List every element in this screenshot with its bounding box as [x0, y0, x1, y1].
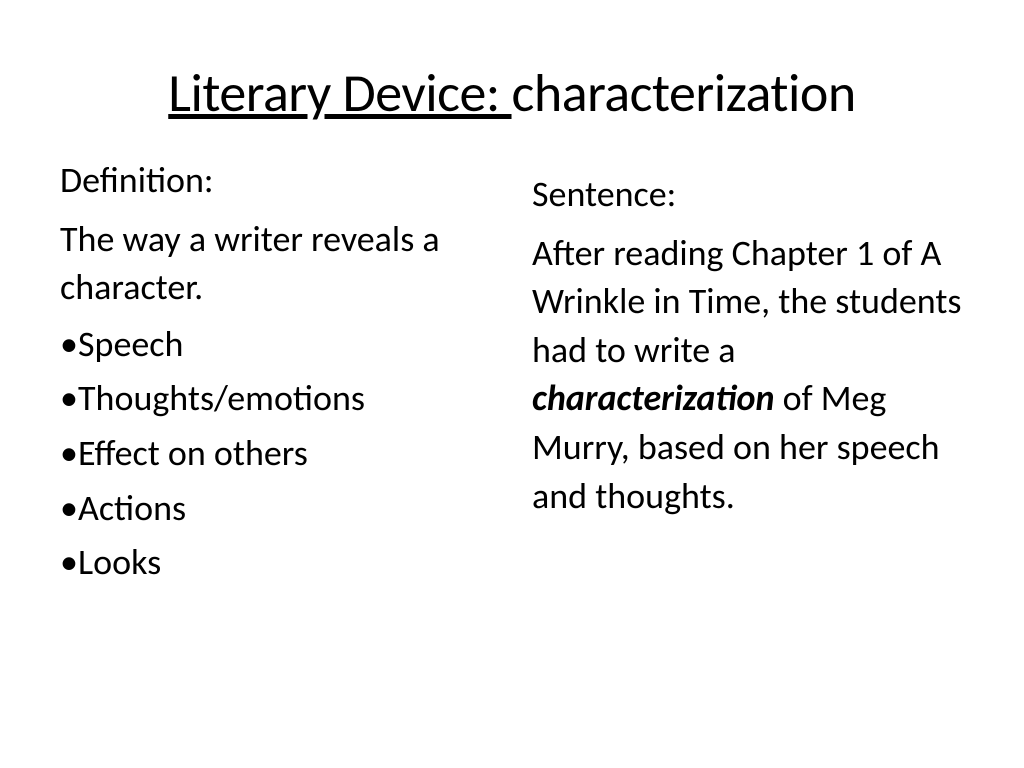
content-columns: Definition: The way a writer reveals a c…	[60, 156, 964, 593]
right-column: Sentence: After reading Chapter 1 of A W…	[532, 156, 964, 593]
slide-title: Literary Device: characterization	[60, 60, 964, 126]
list-item: Thoughts/emotions	[60, 374, 492, 423]
left-column: Definition: The way a writer reveals a c…	[60, 156, 492, 593]
sentence-pre: After reading Chapter 1 of A Wrinkle in …	[532, 231, 962, 372]
list-item: Looks	[60, 538, 492, 587]
definition-text: The way a writer reveals a character.	[60, 215, 492, 312]
list-item: Effect on others	[60, 429, 492, 478]
sentence-heading: Sentence:	[532, 170, 964, 219]
title-underlined: Literary Device:	[168, 60, 511, 126]
title-rest: characterization	[512, 60, 856, 126]
slide: Literary Device: characterization Defini…	[0, 0, 1024, 768]
sentence-text: After reading Chapter 1 of A Wrinkle in …	[532, 229, 964, 521]
list-item: Actions	[60, 484, 492, 533]
sentence-emphasis: characterization	[532, 376, 774, 420]
definition-heading: Definition:	[60, 156, 492, 205]
bullet-list: Speech Thoughts/emotions Effect on other…	[60, 320, 492, 587]
list-item: Speech	[60, 320, 492, 369]
